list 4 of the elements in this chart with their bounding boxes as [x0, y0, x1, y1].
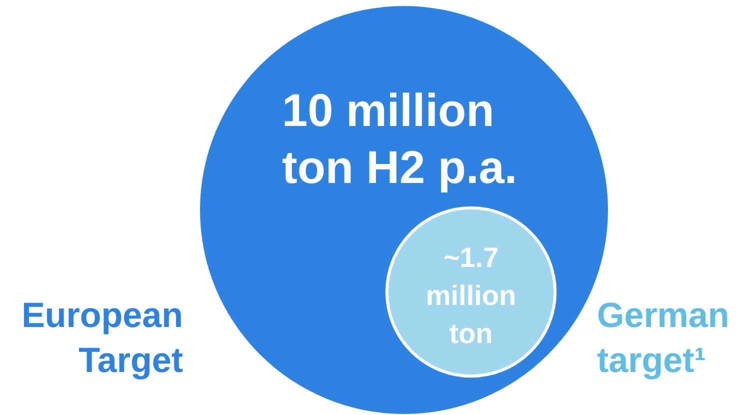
category-label: European Target	[22, 296, 184, 380]
category-label: German target¹	[597, 296, 730, 380]
data-label: 10 million ton H2 p.a.	[282, 84, 518, 193]
data-label: ~1.7 million ton	[426, 242, 516, 349]
